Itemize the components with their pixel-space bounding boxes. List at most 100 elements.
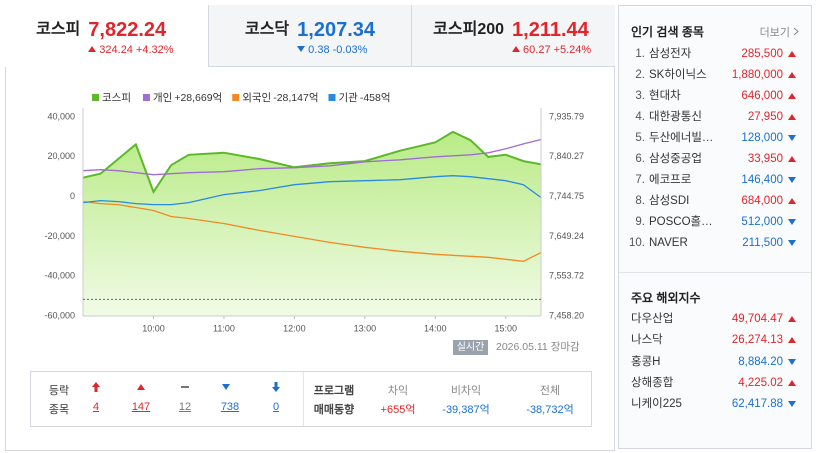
up-count[interactable]: 147 — [131, 401, 151, 413]
stock-price: 146,400 — [741, 174, 783, 186]
y2-tick-label: 7,840.27 — [549, 151, 584, 161]
popular-row[interactable]: 2. SK하이닉스 1,880,000 — [619, 65, 811, 85]
index-tab[interactable]: 코스피200 1,211.44 60.27 +5.24% — [411, 5, 616, 67]
popular-row[interactable]: 1. 삼성전자 285,500 — [619, 44, 811, 64]
popular-row[interactable]: 9. POSCO홀… 512,000 — [619, 212, 811, 232]
legend-label: 개인 — [153, 92, 172, 104]
x-tick-label: 15:00 — [495, 323, 518, 333]
direction-arrow — [788, 401, 796, 408]
overseas-title: 주요 해외지수 — [631, 291, 701, 305]
y-tick-label: 0 — [70, 191, 75, 201]
rank: 10. — [629, 237, 645, 249]
index-quote: 1,207.34 0.38 -0.03% — [297, 19, 375, 56]
program-value: +655억 — [380, 404, 416, 416]
divider — [619, 272, 811, 273]
change-arrow — [88, 46, 97, 52]
chart: 40,000 20,000 0 -20,000 -40,000 -60,000 7,935.… — [44, 92, 584, 334]
overseas-row[interactable]: 다우산업 49,704.47 — [619, 309, 811, 329]
legend-value: -28,147억 — [273, 92, 318, 104]
x-tick-label: 14:00 — [424, 323, 447, 333]
series-line — [82, 130, 542, 195]
direction-arrow — [788, 51, 796, 57]
down-count[interactable]: 738 — [220, 401, 240, 413]
y-tick-label: 40,000 — [47, 111, 75, 121]
popular-row[interactable]: 3. 현대차 646,000 — [619, 86, 811, 106]
y2-tick-label: 7,458.20 — [549, 310, 584, 320]
overseas-row[interactable]: 니케이225 62,417.88 — [619, 394, 811, 414]
change-rate: -0.03% — [332, 44, 368, 56]
index-change: 0.38 -0.03% — [297, 44, 375, 56]
stock-name: 삼성중공업 — [649, 153, 702, 165]
overseas-row[interactable]: 홍콩H 8,884.20 — [619, 352, 811, 372]
stock-name: SK하이닉스 — [649, 69, 707, 81]
stock-name: 현대차 — [649, 90, 681, 102]
rank: 7. — [635, 174, 645, 186]
stock-price: 512,000 — [741, 216, 783, 228]
rank: 4. — [635, 111, 645, 123]
index-value: 8,884.20 — [738, 355, 783, 368]
direction-arrow — [788, 114, 796, 120]
stock-price: 27,950 — [747, 111, 783, 123]
stock-price: 33,950 — [747, 153, 783, 165]
up-icon — [137, 384, 145, 390]
popular-row[interactable]: 10. NAVER 211,500 — [619, 233, 811, 253]
x-tick-label: 10:00 — [142, 323, 165, 333]
index-tab[interactable]: 코스닥 1,207.34 0.38 -0.03% — [207, 5, 412, 67]
popular-row[interactable]: 8. 삼성SDI 684,000 — [619, 191, 811, 211]
popular-row[interactable]: 6. 삼성중공업 33,950 — [619, 149, 811, 169]
stock-price: 646,000 — [741, 90, 783, 102]
popular-row[interactable]: 5. 두산에너빌… 128,000 — [619, 128, 811, 148]
y-tick-label: -60,000 — [44, 310, 75, 320]
y-tick-label: 20,000 — [47, 151, 75, 161]
change-arrow — [297, 46, 306, 52]
program-value: -39,387억 — [442, 404, 490, 416]
index-value: 4,225.02 — [738, 376, 783, 389]
limit-up-icon — [92, 382, 100, 392]
legend-swatch — [92, 94, 99, 101]
rank: 8. — [635, 195, 645, 207]
index-tab[interactable]: 코스피 7,822.24 324.24 +4.32% — [5, 5, 208, 67]
index-value: 49,704.47 — [731, 313, 783, 325]
index-name: 코스피 — [36, 21, 81, 38]
index-quote: 7,822.24 324.24 +4.32% — [88, 19, 176, 56]
program-header: 차익 — [387, 385, 409, 397]
stock-name: NAVER — [649, 237, 688, 249]
limit-down-icon — [272, 382, 280, 392]
change-value: 324.24 — [99, 44, 133, 56]
legend-value: -458억 — [360, 92, 391, 104]
more-text: 더보기 — [759, 27, 790, 39]
index-value: 1,207.34 — [297, 19, 376, 41]
rank: 5. — [635, 132, 645, 144]
legend-swatch — [328, 94, 336, 101]
direction-arrow — [788, 219, 796, 225]
direction-arrow — [788, 198, 796, 204]
market-summary: 등락 종목 4 147 12 738 0 프로그램 매매동향 차익 +655억 비차… — [30, 371, 592, 427]
limit-up-count[interactable]: 4 — [92, 401, 100, 413]
popular-title: 인기 검색 종목 — [631, 25, 704, 39]
rank: 2. — [635, 69, 645, 81]
index-name: 홍콩H — [631, 355, 661, 368]
more-link[interactable]: 더보기 — [760, 24, 799, 40]
breadth-icons — [92, 382, 280, 392]
overseas-row[interactable]: 상해종합 4,225.02 — [619, 373, 811, 393]
overseas-row[interactable]: 나스닥 26,274.13 — [619, 330, 811, 350]
direction-arrow — [788, 93, 796, 99]
popular-row[interactable]: 4. 대한광통신 27,950 — [619, 107, 811, 127]
limit-down-count[interactable]: 0 — [272, 401, 280, 413]
program-header: 비차익 — [450, 385, 482, 397]
x-tick-label: 13:00 — [354, 323, 377, 333]
direction-arrow — [788, 379, 796, 386]
program-title: 매매동향 — [313, 404, 355, 416]
series-line — [82, 175, 542, 206]
index-value: 62,417.88 — [731, 398, 783, 411]
direction-arrow — [788, 316, 796, 322]
rank: 1. — [635, 48, 645, 60]
y2-tick-label: 7,744.75 — [549, 191, 584, 201]
direction-arrow — [788, 72, 796, 78]
stock-name: POSCO홀… — [649, 216, 713, 228]
more-arrow — [793, 27, 799, 36]
stock-name: 에코프로 — [649, 174, 692, 186]
popular-row[interactable]: 7. 에코프로 146,400 — [619, 170, 811, 190]
flat-count[interactable]: 12 — [178, 401, 192, 413]
